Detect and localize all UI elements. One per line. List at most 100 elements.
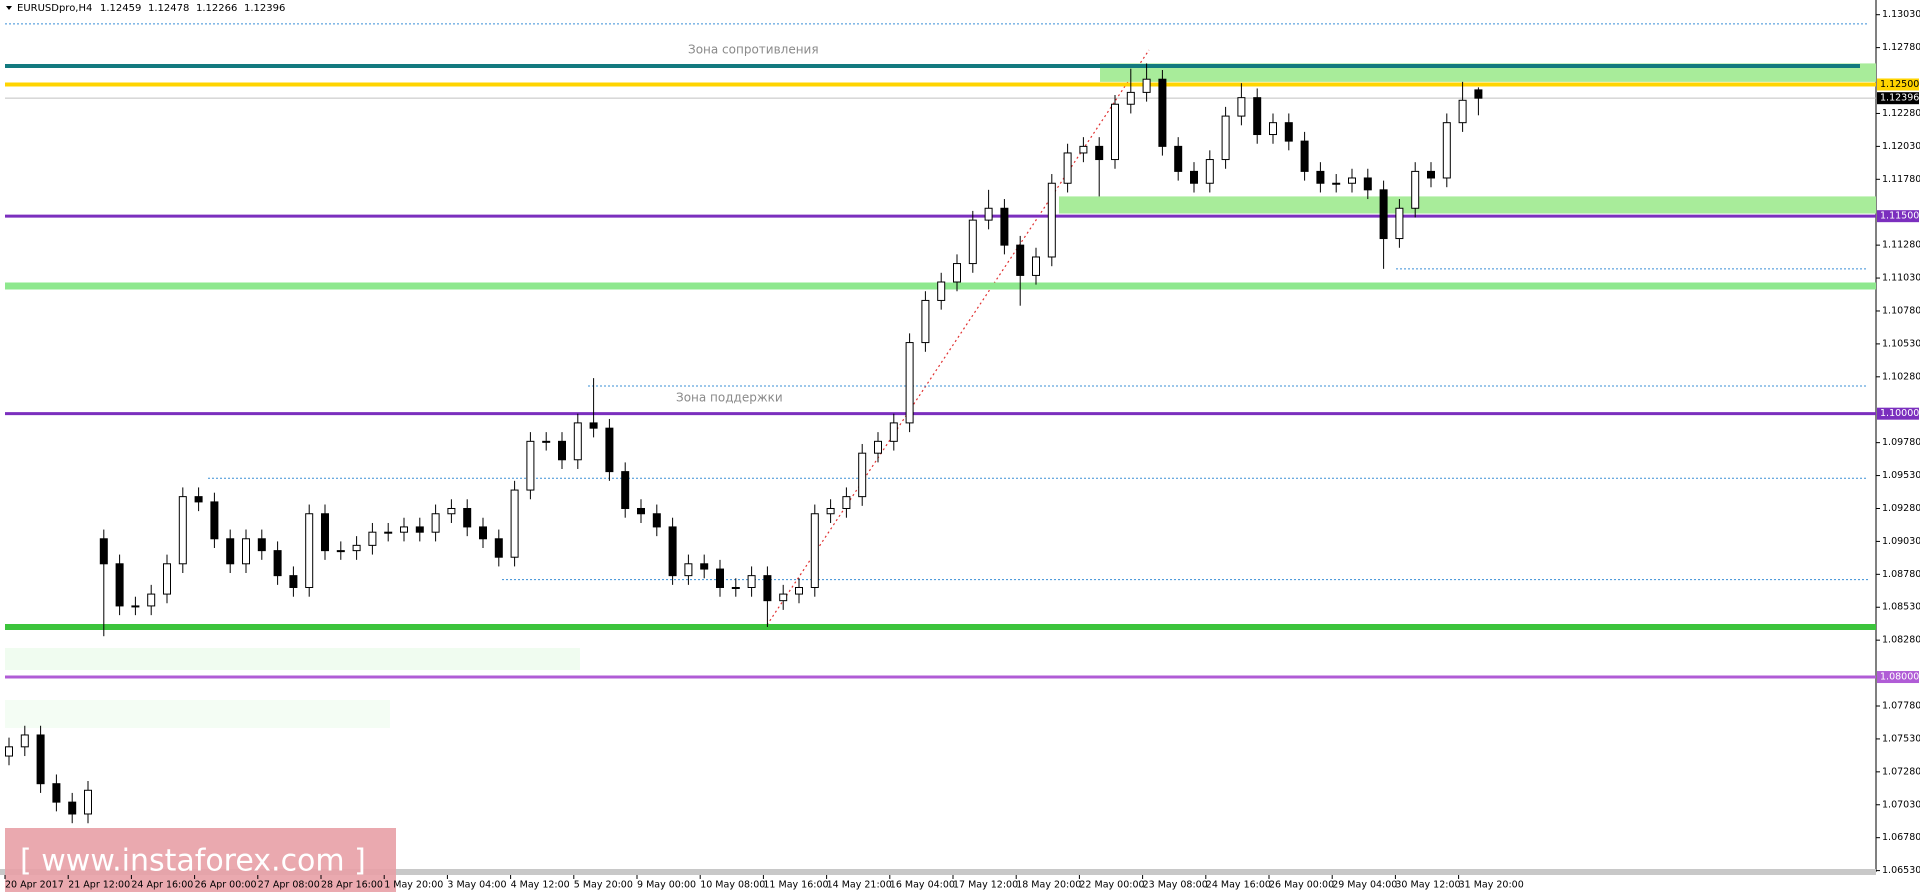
candle-body [289,575,298,588]
x-tick-label: 30 May 12:00 [1395,880,1460,891]
candle-body [1016,244,1025,276]
candle-body [1000,207,1009,246]
y-tick-label: 1.10530 [1882,338,1920,349]
x-tick-label: 16 May 04:00 [890,880,955,891]
candle-body [400,526,408,533]
candle-body [1174,145,1183,172]
y-tick-label: 1.07030 [1882,799,1920,810]
candle-body [1442,122,1451,179]
y-tick-label: 1.08280 [1882,635,1920,646]
trend-line [766,49,1150,626]
level-tag [1877,92,1919,105]
candle-body [1126,91,1135,105]
y-tick-label: 1.07280 [1882,766,1920,777]
candle-body [984,207,993,221]
candle-body [747,575,756,588]
candle-body [99,538,108,565]
x-tick-label: 5 May 20:00 [574,880,633,891]
candle-body [700,563,709,570]
x-tick-label: 9 May 00:00 [637,880,696,891]
y-tick-label: 1.06780 [1882,832,1920,843]
candle-body [494,538,503,558]
candle-body [763,575,772,602]
candle-body [573,422,582,461]
candle-body [1316,170,1325,184]
candle-body [226,538,235,565]
candle-body [447,507,456,515]
candle-body [795,586,803,595]
y-tick-label: 1.13030 [1882,9,1920,20]
candle-body [1363,177,1372,191]
candle-body [621,471,630,509]
candle-body [716,568,724,588]
candle-body [921,299,930,344]
y-tick-label: 1.07530 [1882,733,1920,744]
candle-body [684,563,693,577]
candle-body [1047,182,1056,258]
candle-body [52,783,61,803]
candle-body [953,263,961,283]
y-tick-label: 1.09780 [1882,437,1920,448]
candle-body [210,501,219,540]
y-tick-label: 1.08780 [1882,569,1920,580]
level-tag [1877,210,1919,223]
candle-body [163,563,171,595]
candle-body [431,513,440,533]
candle-body [1427,170,1435,179]
candle-body [5,746,13,757]
candle-body [1095,145,1104,161]
candle-body [1379,189,1388,240]
y-tick-label: 1.12780 [1882,42,1920,53]
x-tick-label: 3 May 04:00 [447,880,506,891]
candles-layer [5,63,1483,824]
x-tick-label: 23 May 08:00 [1143,880,1208,891]
x-tick-label: 1 May 20:00 [384,880,443,891]
x-tick-label: 17 May 12:00 [953,880,1018,891]
level-label: 1.12500 [1880,79,1919,90]
x-tick-label: 18 May 20:00 [1016,880,1081,891]
candle-body [68,801,77,815]
x-tick-label: 14 May 21:00 [827,880,892,891]
header-open: 1.12459 [100,3,141,14]
header-low: 1.12266 [196,3,237,14]
level-label: 1.11500 [1880,211,1919,222]
header-close: 1.12396 [244,3,285,14]
x-tick-label: 26 May 00:00 [1269,880,1334,891]
x-tick-label: 10 May 08:00 [700,880,765,891]
zone [1059,196,1876,214]
y-tick-label: 1.10280 [1882,371,1920,382]
candle-body [242,538,250,565]
candle-body [1300,140,1309,172]
candle-body [526,440,535,491]
candle-body [305,513,314,588]
y-tick-label: 1.06530 [1882,865,1920,876]
x-tick-label: 31 May 20:00 [1459,880,1524,891]
level-tag [1877,671,1919,684]
candle-body [542,440,551,443]
x-tick-label: 22 May 00:00 [1079,880,1144,891]
x-tick-label: 29 May 04:00 [1332,880,1397,891]
y-tick-label: 1.08530 [1882,602,1920,613]
x-tick-label: 20 Apr 2017 [5,880,64,891]
candle-body [178,496,187,565]
candle-body [1474,89,1483,99]
candle-body [1221,115,1230,161]
candle-body [479,526,487,540]
candle-body [652,513,661,528]
x-tick-label: 28 Apr 16:00 [321,880,383,891]
x-tick-label: 21 Apr 12:00 [68,880,130,891]
candle-body [589,422,598,429]
candle-body [889,422,898,442]
header-icon [6,6,12,10]
level-tag [1877,407,1919,420]
candle-body [874,440,882,454]
candle-body [115,563,124,607]
candle-body [826,507,835,515]
y-tick-label: 1.12030 [1882,141,1920,152]
zone-label: Зона сопротивления [688,43,819,57]
zone-label: Зона поддержки [676,391,783,405]
candle-body [731,586,740,589]
candle-body [1190,170,1198,184]
candle-body [937,281,946,301]
